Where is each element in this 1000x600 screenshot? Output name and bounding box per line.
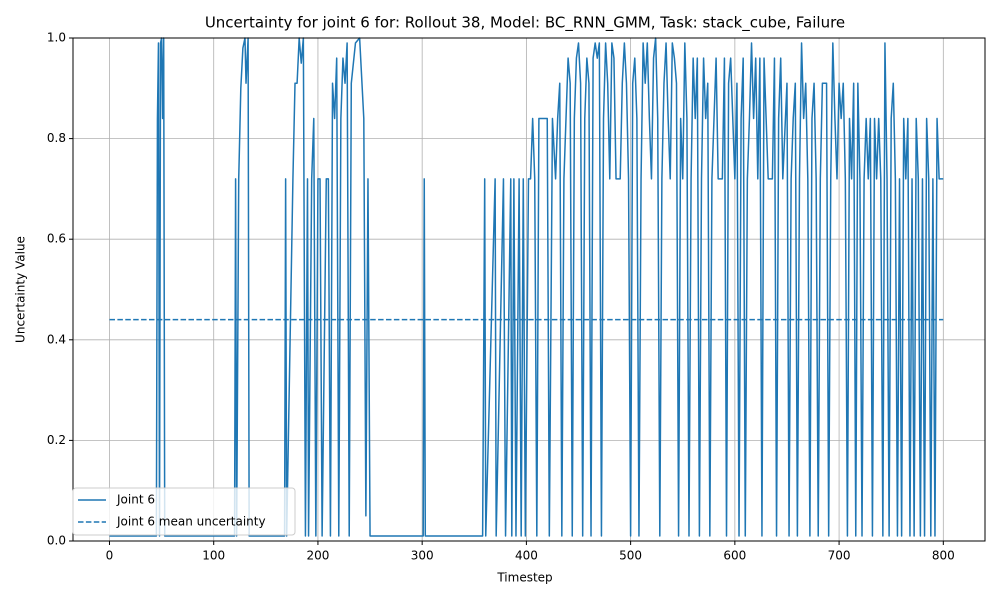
- x-tick-label: 0: [106, 549, 114, 563]
- y-tick-label: 0.0: [47, 534, 66, 548]
- y-tick-label: 0.6: [47, 232, 66, 246]
- y-tick-label: 1.0: [47, 31, 66, 45]
- x-tick-label: 400: [515, 549, 538, 563]
- x-tick-label: 200: [306, 549, 329, 563]
- ticks: 0 100 200 300 400 500 600 700 800 0.0 0.2 0.4 0.6 0.8…: [47, 31, 955, 563]
- y-tick-label: 0.2: [47, 433, 66, 447]
- plot-area: [109, 37, 944, 537]
- legend-box: [72, 487, 296, 536]
- x-tick-label: 100: [202, 549, 225, 563]
- x-tick-label: 300: [411, 549, 434, 563]
- legend: Joint 6 Joint 6 mean uncertainty: [72, 487, 296, 536]
- x-axis-label: Timestep: [496, 571, 552, 585]
- y-tick-label: 0.4: [47, 332, 66, 346]
- x-tick-label: 600: [723, 549, 746, 563]
- chart-title: Uncertainty for joint 6 for: Rollout 38,…: [205, 14, 845, 33]
- legend-label: Joint 6 mean uncertainty: [116, 515, 266, 529]
- data-line: [109, 37, 944, 537]
- axes-frame: [72, 37, 986, 542]
- y-axis-label: Uncertainty Value: [14, 236, 28, 343]
- legend-label: Joint 6: [116, 493, 155, 507]
- y-tick-label: 0.8: [47, 131, 66, 145]
- x-tick-label: 500: [619, 549, 642, 563]
- x-tick-label: 800: [932, 549, 955, 563]
- x-tick-label: 700: [828, 549, 851, 563]
